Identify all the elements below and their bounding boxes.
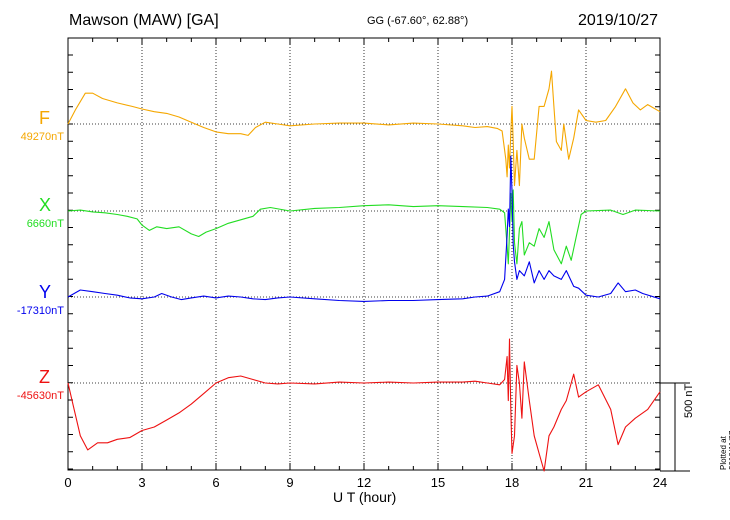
geographic-coordinates: GG (-67.60°, 62.88°) (367, 15, 469, 27)
component-label-y: Y (39, 282, 52, 302)
baseline-value-x: 6660nT (26, 218, 64, 230)
baseline-value-f: 49270nT (20, 131, 64, 143)
x-tick-label: 3 (138, 475, 145, 490)
x-tick-label: 12 (357, 475, 371, 490)
trace-z (67, 338, 661, 472)
trace-y (67, 155, 661, 302)
plot-date: 2019/10/27 (578, 12, 659, 29)
scale-bar-label: 500 nT (683, 383, 695, 418)
x-tick-label: 15 (431, 475, 445, 490)
x-tick-label: 6 (212, 475, 219, 490)
trace-x (67, 189, 661, 265)
baseline-value-y: -17310nT (16, 305, 64, 317)
x-tick-label: 9 (286, 475, 293, 490)
trace-f (67, 70, 661, 187)
x-tick-label: 18 (505, 475, 519, 490)
x-tick-label: 24 (653, 475, 667, 490)
x-tick-label: 0 (64, 475, 71, 490)
plotted-timestamp: Plotted at 2019/11/27 01:37 UT (719, 430, 730, 470)
x-axis-label: U T (hour) (333, 489, 397, 505)
component-label-x: X (39, 195, 52, 215)
station-title: Mawson (MAW) [GA] (69, 12, 219, 29)
component-label-f: F (39, 108, 50, 128)
component-label-z: Z (39, 367, 50, 387)
baseline-value-z: -45630nT (16, 390, 64, 402)
x-tick-label: 21 (579, 475, 593, 490)
